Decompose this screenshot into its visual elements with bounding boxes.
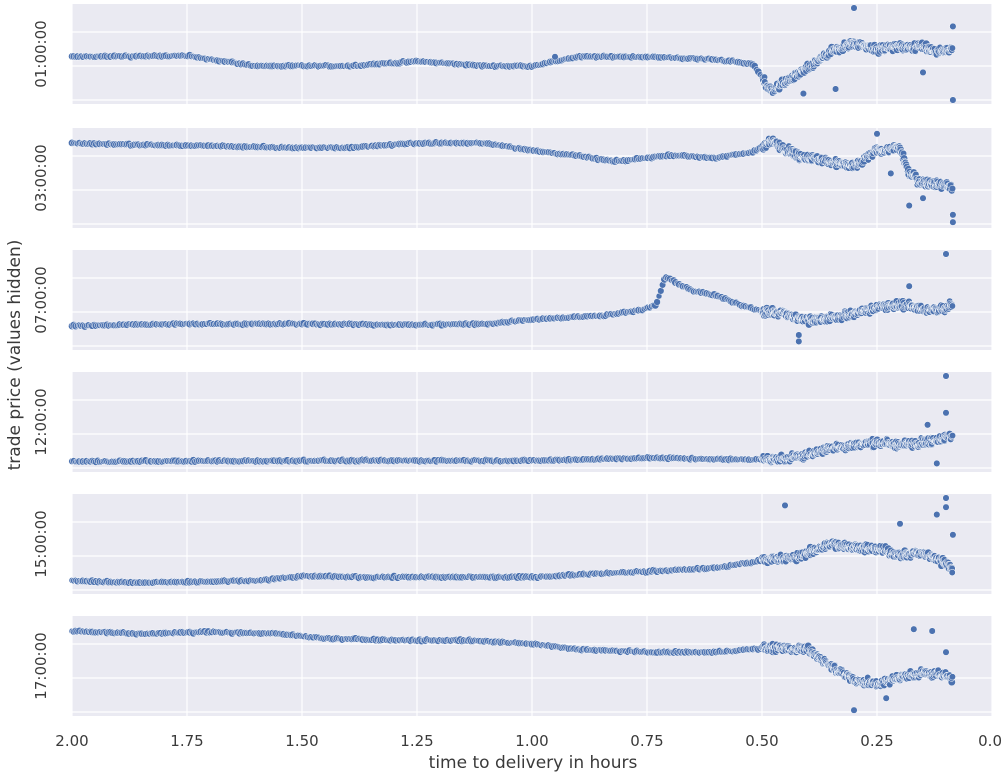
panel-label: 15:00:00: [32, 510, 50, 577]
scatter-points: [68, 4, 957, 104]
data-point: [949, 22, 957, 30]
panel-17-00-00: 17:00:00: [32, 616, 993, 716]
data-point: [905, 282, 913, 290]
panel-15-00-00: 15:00:00: [32, 494, 993, 594]
data-point: [905, 202, 913, 210]
data-point: [887, 169, 895, 177]
data-point: [942, 503, 950, 511]
data-point: [919, 194, 927, 202]
data-point: [781, 501, 789, 509]
data-point: [653, 298, 661, 306]
data-point: [949, 211, 957, 219]
data-point: [942, 494, 950, 502]
panels-layer: 01:00:00 03:00:00 07:00:00 12:00:00 15:00:00…: [32, 4, 993, 716]
data-point: [832, 85, 840, 93]
data-point: [948, 185, 956, 193]
panel-03-00-00: 03:00:00: [32, 128, 993, 228]
data-point: [896, 520, 904, 528]
data-point: [949, 531, 957, 539]
data-point: [949, 218, 957, 226]
data-point: [949, 432, 956, 440]
data-point: [551, 53, 559, 61]
data-point: [942, 409, 950, 417]
data-point: [850, 4, 858, 12]
panel-label: 03:00:00: [32, 144, 50, 211]
data-point: [948, 569, 956, 576]
data-point: [795, 337, 803, 345]
panel-label: 07:00:00: [32, 266, 50, 333]
panel-12-00-00: 12:00:00: [32, 372, 993, 472]
data-point: [657, 287, 665, 295]
data-point: [948, 302, 956, 310]
data-point: [933, 511, 941, 519]
data-point: [799, 90, 807, 98]
data-point: [942, 372, 950, 380]
data-point: [948, 44, 956, 52]
panel-01-00-00: 01:00:00: [32, 4, 993, 104]
data-point: [873, 130, 881, 138]
data-point: [924, 421, 932, 429]
panel-label: 12:00:00: [32, 388, 50, 455]
data-point: [949, 96, 957, 104]
panel-label: 17:00:00: [32, 632, 50, 699]
data-point: [919, 68, 927, 76]
data-point: [795, 331, 803, 339]
data-point: [933, 459, 941, 467]
data-point: [942, 250, 950, 258]
panel-label: 01:00:00: [32, 20, 50, 87]
panel-07-00-00: 07:00:00: [32, 250, 993, 350]
